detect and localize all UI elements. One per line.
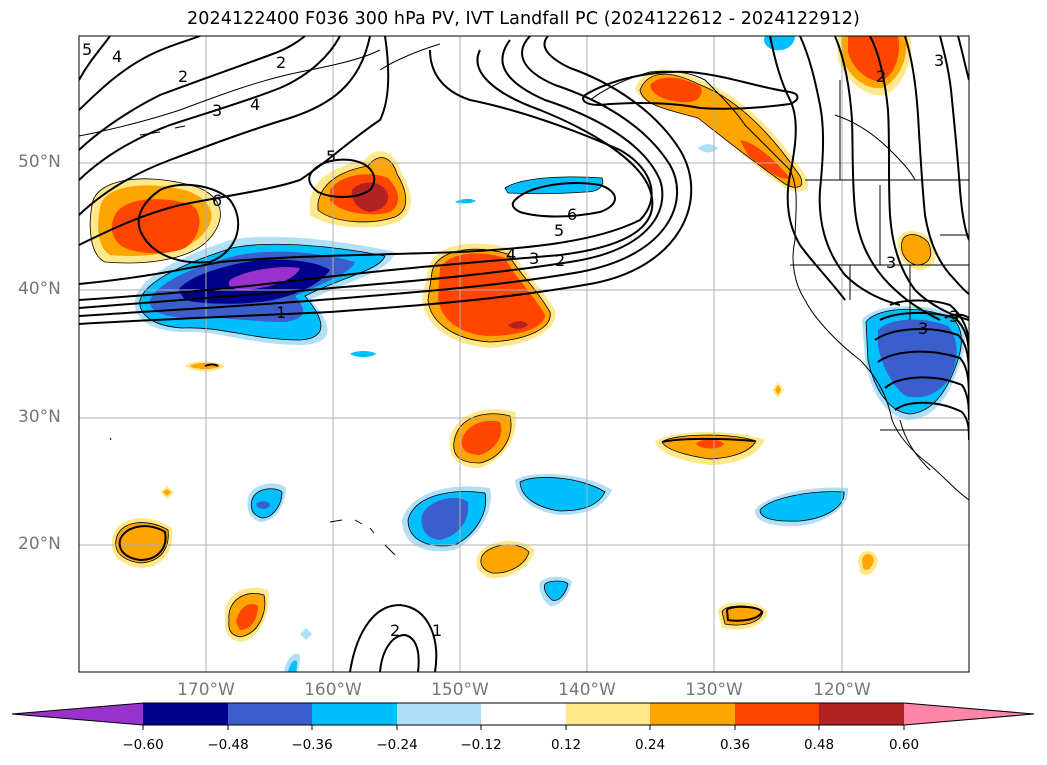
colorbar-tick-label: −0.36 [291,737,333,753]
contour-label: 3 [949,307,959,326]
colorbar-segment [819,703,904,725]
contour-label: 4 [506,245,516,264]
lon-label: 130°W [685,680,743,700]
colorbar-segment [143,703,228,725]
colorbar-segment [566,703,650,725]
colorbar-tick-label: 0.36 [719,737,751,753]
positive-anomaly-north-rockies [838,36,912,96]
colorbar-tick-label: −0.60 [122,737,164,753]
negative-anomaly-central-pacific [134,236,395,345]
contour-label: 3 [529,249,539,268]
contour-label: 6 [567,205,577,224]
colorbar-extend-max [904,703,1034,725]
colorbar-segment [228,703,312,725]
colorbar-tick-label: −0.24 [376,737,418,753]
colorbar-segment [312,703,397,725]
contour-label: 5 [326,147,336,166]
contour-label: 4 [250,95,260,114]
contour-label: 1 [276,303,286,322]
contour-layer [79,36,969,672]
lat-label: 50°N [18,152,61,172]
lon-label: 150°W [431,680,489,700]
contour-label: 3 [918,319,928,338]
contour-label: 2 [276,53,286,72]
contour-label: 5 [554,221,564,240]
contour-label: 4 [112,47,122,66]
shaded-field-layer [90,36,966,672]
colorbar-segment [650,703,735,725]
coastline-layer [79,43,969,556]
contour-label: 3 [212,101,222,120]
contour-label: 6 [212,191,222,210]
lon-label: 120°W [813,680,871,700]
colorbar-tick-label: −0.12 [460,737,502,753]
map-frame [78,35,970,673]
positive-anomaly-west [90,178,221,263]
colorbar-tick-label: 0.24 [634,737,666,753]
contour-label: 3 [934,51,944,70]
contour-label: 2 [876,67,886,86]
lat-label: 40°N [18,279,61,299]
contour-label: 2 [178,67,188,86]
positive-anomaly-east-pacific [422,243,556,348]
colorbar-tick-label: 0.60 [888,737,920,753]
contour-label: 5 [82,40,92,59]
contour-label: 2 [390,621,400,640]
colorbar-segment [735,703,819,725]
colorbar-tick-label: −0.48 [207,737,249,753]
contour-label-layer: 5 4 2 2 3 4 5 6 6 5 4 3 2 1 2 1 3 3 3 2 … [82,40,959,640]
map-title: 2024122400 F036 300 hPa PV, IVT Landfall… [187,9,860,29]
lat-label: 30°N [18,407,61,427]
colorbar-tick-label: 0.48 [803,737,835,753]
graticule [79,36,969,672]
lon-label: 160°W [304,680,362,700]
colorbar-extend-min [12,703,143,725]
lon-label: 170°W [177,680,235,700]
lat-label: 20°N [18,534,61,554]
contour-label: 2 [555,251,565,270]
colorbar-segment [397,703,481,725]
lon-label: 140°W [558,680,616,700]
contour-label: 3 [886,253,896,272]
colorbar-segment [481,703,566,725]
contour-label: 1 [432,621,442,640]
colorbar [11,702,1035,730]
colorbar-tick-label: 0.12 [550,737,582,753]
positive-anomaly-coast [635,69,809,192]
